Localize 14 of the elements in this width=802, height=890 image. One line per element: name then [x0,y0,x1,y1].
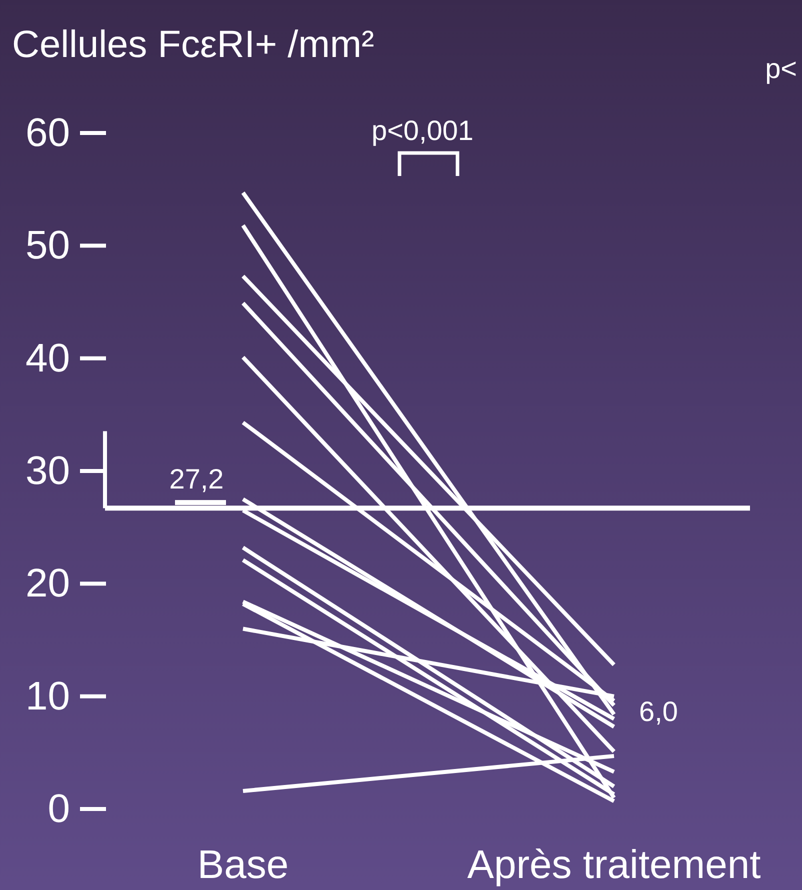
y-tick-label: 0 [48,787,70,831]
x-tick-label: Après traitement [467,843,761,887]
annotation: 6,0 [639,696,678,727]
annotation: 27,2 [169,464,224,495]
y-tick-label: 30 [26,449,70,493]
y-tick-label: 60 [26,111,70,155]
x-tick-label: Base [197,843,289,887]
y-tick-label: 40 [26,336,70,380]
annotation: p<0,001 [372,115,474,146]
y-tick-label: 50 [26,224,70,268]
text: p< [765,53,797,84]
chart-title: Cellules FcεRI+ /mm² [12,24,374,66]
y-tick-label: 20 [26,562,70,606]
y-tick-label: 10 [26,674,70,718]
